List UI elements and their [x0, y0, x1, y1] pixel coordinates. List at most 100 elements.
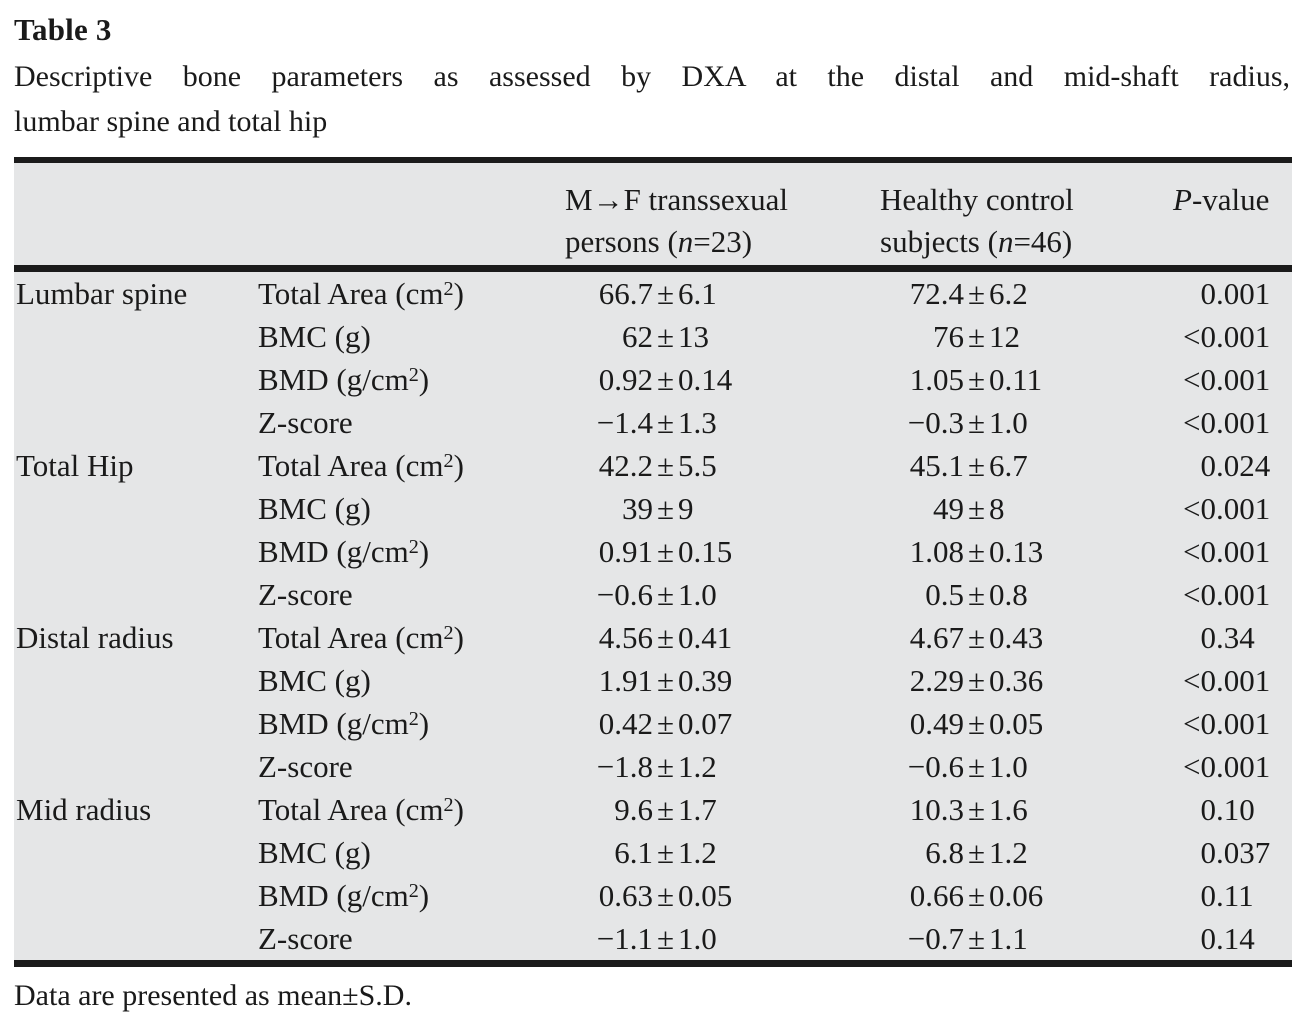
mean-value: −0.3 — [907, 405, 964, 440]
plus-minus-sign: ± — [968, 921, 986, 956]
table-row: BMD (g/cm2) 0.42 ±0.07 0.49 ±0.05 <0.001 — [14, 702, 1292, 745]
pvalue-integer-part: 0 — [1200, 835, 1217, 870]
sd-value: 12 — [989, 319, 1021, 354]
mf-value-cell: 0.42 ±0.07 — [565, 702, 880, 745]
column-header-healthy-control: Healthy control subjects (n=46) — [880, 179, 1173, 263]
pvalue-decimal-point: . — [1216, 792, 1224, 827]
data-table: M→F transsexual persons (n=23) Healthy c… — [14, 157, 1292, 967]
mf-value-cell: 42.2 ±5.5 — [565, 444, 880, 487]
pvalue-integer-part: 0 — [1200, 792, 1217, 827]
region-cell — [14, 315, 258, 358]
plus-minus-sign: ± — [657, 921, 675, 956]
pvalue-cell: 0.34 — [1173, 616, 1292, 659]
plus-minus-sign: ± — [968, 835, 986, 870]
region-cell — [14, 874, 258, 917]
mf-header-line-1: M→F transsexual — [565, 182, 789, 217]
sd-value: 0.11 — [989, 362, 1043, 397]
mf-value-cell: 0.63 ±0.05 — [565, 874, 880, 917]
pvalue-integer-part: 0 — [1200, 921, 1217, 956]
table-row: BMC (g) 62 ±13 76 ±12 <0.001 — [14, 315, 1292, 358]
region-cell — [14, 401, 258, 444]
mean-value: 0.5 — [925, 577, 964, 612]
table-row: Total Hip Total Area (cm2) 42.2 ±5.5 45.1… — [14, 444, 1292, 487]
sd-value: 0.39 — [678, 663, 733, 698]
mean-value: −0.6 — [907, 749, 964, 784]
sd-value: 1.0 — [989, 749, 1028, 784]
mean-value: 66.7 — [598, 276, 653, 311]
sd-value: 1.2 — [678, 749, 717, 784]
p-italic: P — [1173, 182, 1192, 217]
mean-value: 6.1 — [614, 835, 653, 870]
control-value-cell: 1.08 ±0.13 — [880, 530, 1173, 573]
parameter-cell: BMD (g/cm2) — [258, 878, 430, 913]
table-row: BMC (g) 6.1 ±1.2 6.8 ±1.2 0.037 — [14, 831, 1292, 874]
pvalue-cell: <0.001 — [1173, 745, 1292, 788]
plus-minus-sign: ± — [657, 835, 675, 870]
plus-minus-sign: ± — [968, 577, 986, 612]
mean-value: 42.2 — [598, 448, 653, 483]
plus-minus-sign: ± — [968, 792, 986, 827]
plus-minus-sign: ± — [657, 448, 675, 483]
mean-value: 39 — [622, 491, 653, 526]
mf-value-cell: 1.91 ±0.39 — [565, 659, 880, 702]
pvalue-integer-part: <0 — [1183, 706, 1216, 741]
mean-value: 10.3 — [909, 792, 964, 827]
control-value-cell: 0.5 ±0.8 — [880, 573, 1173, 616]
sd-value: 1.3 — [678, 405, 717, 440]
region-cell: Total Hip — [16, 448, 134, 483]
sd-value: 1.1 — [989, 921, 1028, 956]
mean-value: 4.56 — [598, 620, 653, 655]
table-row: BMD (g/cm2) 0.63 ±0.05 0.66 ±0.06 0.11 — [14, 874, 1292, 917]
sd-value: 1.2 — [989, 835, 1028, 870]
table-row: Z-score −1.4 ±1.3 −0.3 ±1.0 <0.001 — [14, 401, 1292, 444]
sd-value: 1.2 — [678, 835, 717, 870]
table-row: Z-score −0.6 ±1.0 0.5 ±0.8 <0.001 — [14, 573, 1292, 616]
parameter-cell: BMD (g/cm2) — [258, 706, 430, 741]
sd-value: 0.05 — [678, 878, 733, 913]
region-cell: Lumbar spine — [16, 276, 188, 311]
parameter-cell: Total Area (cm2) — [258, 448, 464, 483]
plus-minus-sign: ± — [657, 491, 675, 526]
sd-value: 5.5 — [678, 448, 717, 483]
plus-minus-sign: ± — [657, 792, 675, 827]
plus-minus-sign: ± — [968, 405, 986, 440]
table-header: M→F transsexual persons (n=23) Healthy c… — [14, 163, 1292, 265]
sd-value: 0.05 — [989, 706, 1044, 741]
pvalue-fraction-part: 001 — [1223, 577, 1271, 612]
plus-minus-sign: ± — [657, 878, 675, 913]
plus-minus-sign: ± — [968, 663, 986, 698]
pvalue-decimal-point: . — [1216, 448, 1224, 483]
table-top-rule — [14, 157, 1292, 163]
sd-value: 0.14 — [678, 362, 733, 397]
mean-value: −0.7 — [907, 921, 964, 956]
pvalue-cell: 0.14 — [1173, 917, 1292, 960]
n-italic: n — [677, 224, 694, 259]
mf-value-cell: 0.91 ±0.15 — [565, 530, 880, 573]
mf-value-cell: 9.6 ±1.7 — [565, 788, 880, 831]
table-row: BMC (g) 1.91 ±0.39 2.29 ±0.36 <0.001 — [14, 659, 1292, 702]
caption-line-2: lumbar spine and total hip — [14, 105, 328, 138]
plus-minus-sign: ± — [968, 620, 986, 655]
mean-value: 1.08 — [909, 534, 964, 569]
parameter-cell: Total Area (cm2) — [258, 276, 464, 311]
region-cell — [14, 831, 258, 874]
plus-minus-sign: ± — [657, 319, 675, 354]
plus-minus-sign: ± — [657, 663, 675, 698]
pvalue-fraction-part: 037 — [1223, 835, 1271, 870]
sd-value: 0.15 — [678, 534, 733, 569]
plus-minus-sign: ± — [968, 706, 986, 741]
control-header-line-1: Healthy control — [880, 182, 1074, 217]
region-cell — [14, 745, 258, 788]
plus-minus-sign: ± — [968, 362, 986, 397]
mf-value-cell: −1.4 ±1.3 — [565, 401, 880, 444]
pvalue-decimal-point: . — [1216, 319, 1224, 354]
plus-minus-sign: ± — [968, 319, 986, 354]
table-row: Lumbar spine Total Area (cm2) 66.7 ±6.1 7… — [14, 272, 1292, 315]
pvalue-decimal-point: . — [1216, 362, 1224, 397]
control-value-cell: 6.8 ±1.2 — [880, 831, 1173, 874]
mean-value: −0.6 — [596, 577, 653, 612]
region-cell: Distal radius — [16, 620, 174, 655]
parameter-cell: Total Area (cm2) — [258, 792, 464, 827]
plus-minus-sign: ± — [968, 491, 986, 526]
